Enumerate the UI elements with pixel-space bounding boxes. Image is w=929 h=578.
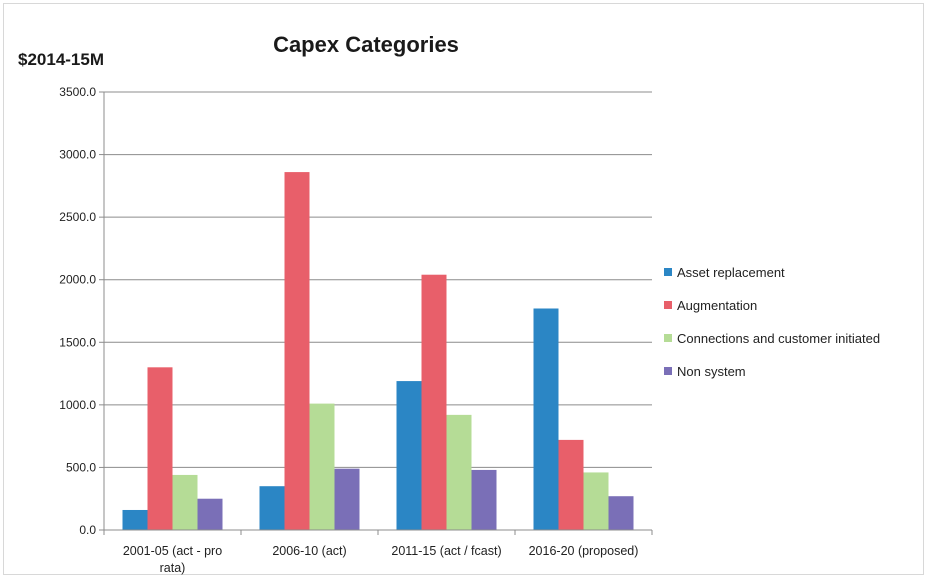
bar-non-system-2 <box>471 469 497 530</box>
y-tick-label: 3500.0 <box>59 85 96 99</box>
legend-entry: Non system <box>677 364 746 379</box>
legend-swatch <box>664 268 672 276</box>
y-tick-label: 500.0 <box>66 460 96 474</box>
bar-connections-and-customer-initiated-1 <box>309 403 335 530</box>
x-tick-label: rata) <box>160 561 186 575</box>
legend-entry: Augmentation <box>677 298 757 313</box>
bar-asset-replacement-1 <box>259 486 285 530</box>
y-axis-unit-label: $2014-15M <box>18 50 104 69</box>
x-tick-label: 2006-10 (act) <box>272 544 346 558</box>
bar-augmentation-2 <box>421 274 447 530</box>
chart-title: Capex Categories <box>273 32 459 57</box>
axes <box>103 92 653 535</box>
bar-connections-and-customer-initiated-2 <box>446 414 472 530</box>
legend-entry: Connections and customer initiated <box>677 331 880 346</box>
bar-asset-replacement-0 <box>122 509 148 530</box>
bar-asset-replacement-2 <box>396 381 422 530</box>
y-tick-label: 0.0 <box>79 523 96 537</box>
bar-augmentation-1 <box>284 172 310 530</box>
bar-non-system-0 <box>197 498 223 530</box>
y-tick-label: 2500.0 <box>59 210 96 224</box>
legend-swatch <box>664 334 672 342</box>
x-tick-label: 2011-15 (act / fcast) <box>391 544 501 558</box>
legend: Asset replacement Augmentation Connections… <box>664 265 880 379</box>
bar-augmentation-3 <box>558 439 584 530</box>
y-tick-labels: 0.0 500.0 1000.0 1500.0 2000.0 2500.0 3000.0 35… <box>59 85 96 537</box>
bar-augmentation-0 <box>147 367 173 530</box>
legend-swatch <box>664 367 672 375</box>
bar-connections-and-customer-initiated-0 <box>172 474 198 530</box>
bar-non-system-1 <box>334 468 360 530</box>
legend-swatch <box>664 301 672 309</box>
bar-asset-replacement-3 <box>533 308 559 530</box>
chart-frame <box>3 3 924 575</box>
bar-non-system-3 <box>608 496 634 530</box>
bars <box>122 172 634 530</box>
x-tick-labels: 2001-05 (act - pro rata) 2006-10 (act) 2011… <box>123 544 639 575</box>
y-tick-label: 1000.0 <box>59 398 96 412</box>
legend-entry: Asset replacement <box>677 265 785 280</box>
x-tick-label: 2016-20 (proposed) <box>529 544 639 558</box>
y-tick-label: 3000.0 <box>59 148 96 162</box>
y-tick-label: 1500.0 <box>59 335 96 349</box>
bar-connections-and-customer-initiated-3 <box>583 472 609 530</box>
y-tick-label: 2000.0 <box>59 273 96 287</box>
x-tick-label: 2001-05 (act - pro <box>123 544 222 558</box>
